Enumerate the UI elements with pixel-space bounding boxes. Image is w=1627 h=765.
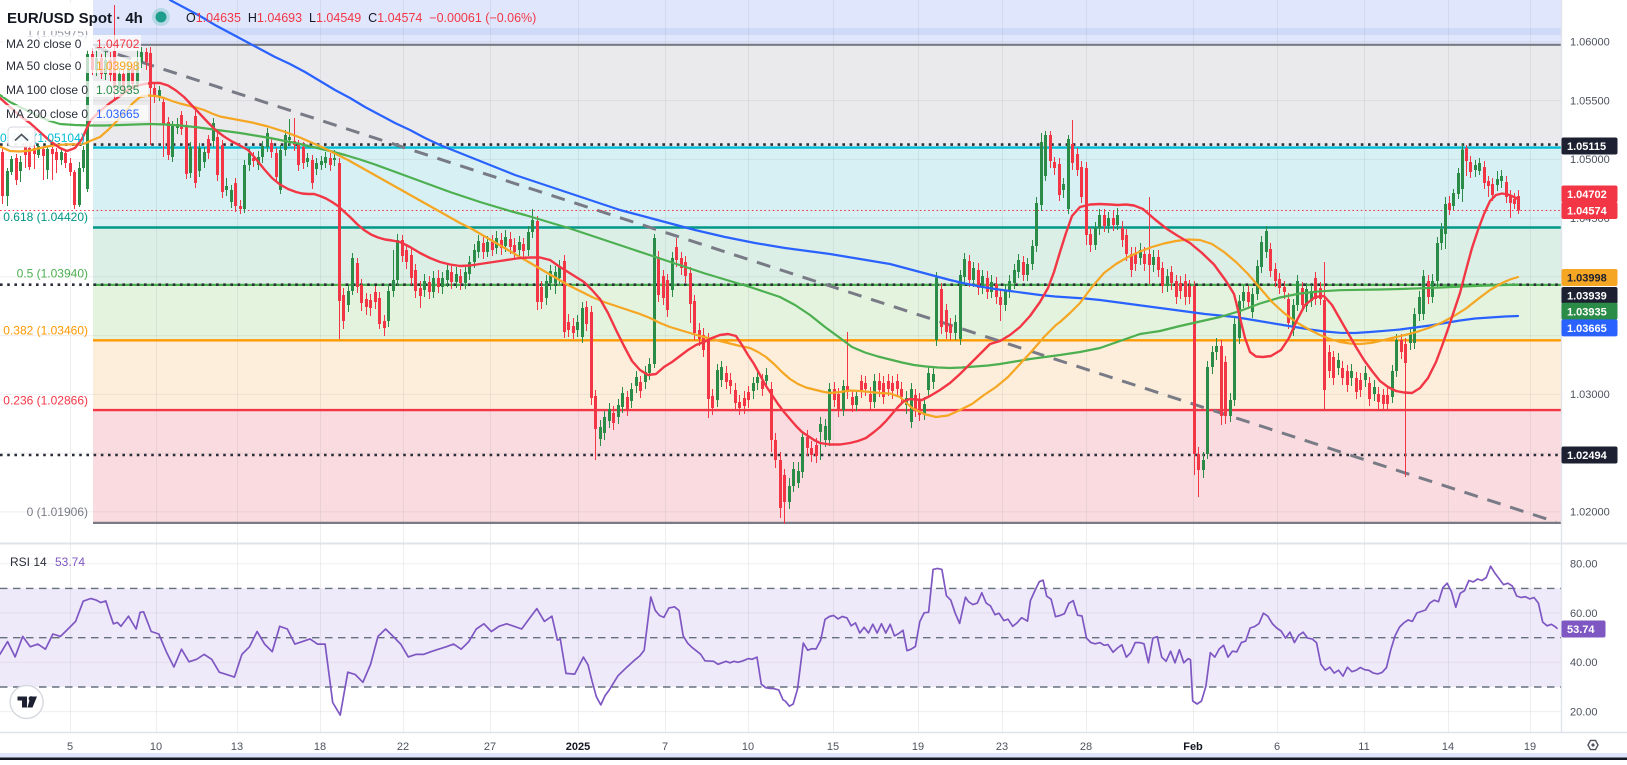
svg-text:0.5 (1.03940): 0.5 (1.03940) — [17, 267, 88, 281]
svg-text:Feb: Feb — [1183, 741, 1203, 753]
svg-text:19: 19 — [1524, 741, 1536, 753]
svg-text:1.02494: 1.02494 — [1567, 450, 1608, 462]
svg-text:53.74: 53.74 — [1567, 624, 1595, 636]
svg-text:10: 10 — [150, 741, 162, 753]
svg-text:1.03665: 1.03665 — [96, 107, 140, 121]
svg-text:23: 23 — [996, 741, 1008, 753]
svg-text:1.04574: 1.04574 — [1567, 206, 1608, 218]
svg-text:1.03935: 1.03935 — [1567, 306, 1607, 318]
svg-text:20.00: 20.00 — [1570, 706, 1598, 718]
svg-text:60.00: 60.00 — [1570, 608, 1598, 620]
svg-text:19: 19 — [912, 741, 924, 753]
svg-text:EUR/USD Spot · 4h: EUR/USD Spot · 4h — [7, 10, 143, 27]
svg-text:1.04702: 1.04702 — [1567, 189, 1607, 201]
svg-text:1.06000: 1.06000 — [1570, 37, 1610, 49]
svg-text:O1.04635 H1.04693 L1.04549: O1.04635 H1.04693 L1.04549 C1.04574 −0.0… — [186, 11, 536, 25]
svg-text:1.05115: 1.05115 — [1567, 141, 1606, 153]
svg-text:1.03998: 1.03998 — [1567, 273, 1607, 285]
svg-text:0 (1.01906): 0 (1.01906) — [27, 505, 88, 519]
svg-text:1.03665: 1.03665 — [1567, 323, 1607, 335]
svg-text:MA 50 close 0: MA 50 close 0 — [6, 59, 82, 73]
svg-text:MA 20 close 0: MA 20 close 0 — [6, 37, 82, 51]
svg-text:11: 11 — [1358, 741, 1369, 753]
svg-text:MA 100 close 0: MA 100 close 0 — [6, 83, 88, 97]
svg-text:1.03998: 1.03998 — [96, 59, 140, 73]
svg-text:1.03935: 1.03935 — [96, 83, 140, 97]
svg-text:40.00: 40.00 — [1570, 657, 1598, 669]
svg-text:MA 200 close 0: MA 200 close 0 — [6, 107, 88, 121]
svg-text:28: 28 — [1080, 741, 1092, 753]
svg-text:14: 14 — [1442, 741, 1454, 753]
svg-text:1.05000: 1.05000 — [1570, 154, 1610, 166]
svg-text:18: 18 — [314, 741, 326, 753]
svg-text:1.02000: 1.02000 — [1570, 507, 1610, 519]
svg-text:0.382 (1.03460): 0.382 (1.03460) — [3, 324, 88, 338]
svg-text:0.236 (1.02866): 0.236 (1.02866) — [3, 394, 88, 408]
svg-text:1.03939: 1.03939 — [1567, 291, 1607, 303]
svg-text:15: 15 — [827, 741, 839, 753]
svg-text:1.05500: 1.05500 — [1570, 95, 1610, 107]
svg-text:22: 22 — [397, 741, 409, 753]
svg-text:53.74: 53.74 — [55, 555, 85, 569]
svg-text:1.03000: 1.03000 — [1570, 389, 1610, 401]
svg-text:0.618 (1.04420): 0.618 (1.04420) — [3, 210, 88, 224]
svg-text:5: 5 — [67, 741, 73, 753]
svg-text:10: 10 — [742, 741, 754, 753]
svg-text:1.04702: 1.04702 — [96, 37, 140, 51]
svg-text:RSI 14: RSI 14 — [10, 555, 47, 569]
svg-text:27: 27 — [484, 741, 496, 753]
svg-text:13: 13 — [231, 741, 243, 753]
svg-text:7: 7 — [662, 741, 668, 753]
svg-text:6: 6 — [1274, 741, 1280, 753]
svg-text:2025: 2025 — [566, 741, 590, 753]
svg-text:80.00: 80.00 — [1570, 559, 1598, 571]
